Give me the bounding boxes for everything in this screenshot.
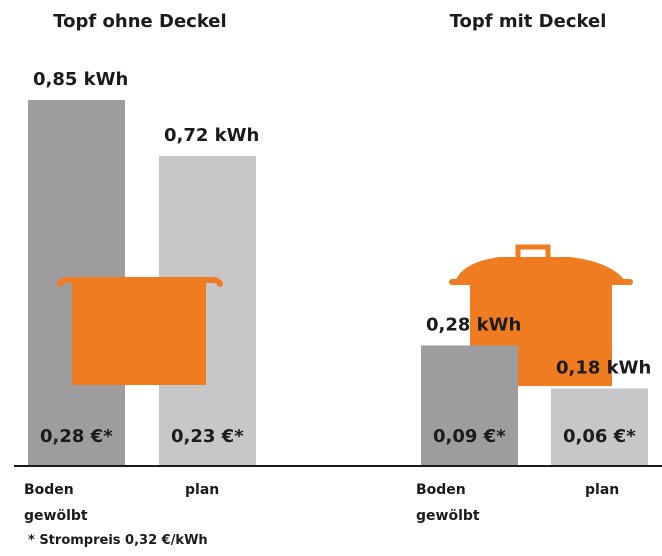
value-label: 0,72 kWh — [164, 125, 259, 146]
category-label: plan — [585, 477, 649, 503]
cost-label: 0,09 €* — [433, 426, 506, 447]
cost-label: 0,06 €* — [563, 426, 636, 447]
bar — [421, 345, 518, 466]
category-label: Boden gewölbt — [416, 477, 480, 529]
value-label: 0,28 kWh — [426, 314, 521, 335]
category-label: Boden gewölbt — [24, 477, 88, 529]
page: Topf ohne Deckel 0,85 kWh 0,28 €* 0,72 kWh 0… — [0, 0, 662, 556]
cost-label: 0,28 €* — [40, 426, 113, 447]
cost-label: 0,23 €* — [171, 426, 244, 447]
category-label: plan — [185, 477, 249, 503]
chart: Topf ohne Deckel 0,85 kWh 0,28 €* 0,72 kWh 0… — [0, 0, 662, 556]
chart-title: Topf ohne Deckel — [53, 11, 226, 32]
chart-title: Topf mit Deckel — [450, 11, 607, 32]
value-label: 0,85 kWh — [33, 69, 128, 90]
footnote: * Strompreis 0,32 €/kWh — [28, 533, 208, 548]
pot-without-lid — [60, 280, 220, 385]
value-label: 0,18 kWh — [556, 357, 651, 378]
